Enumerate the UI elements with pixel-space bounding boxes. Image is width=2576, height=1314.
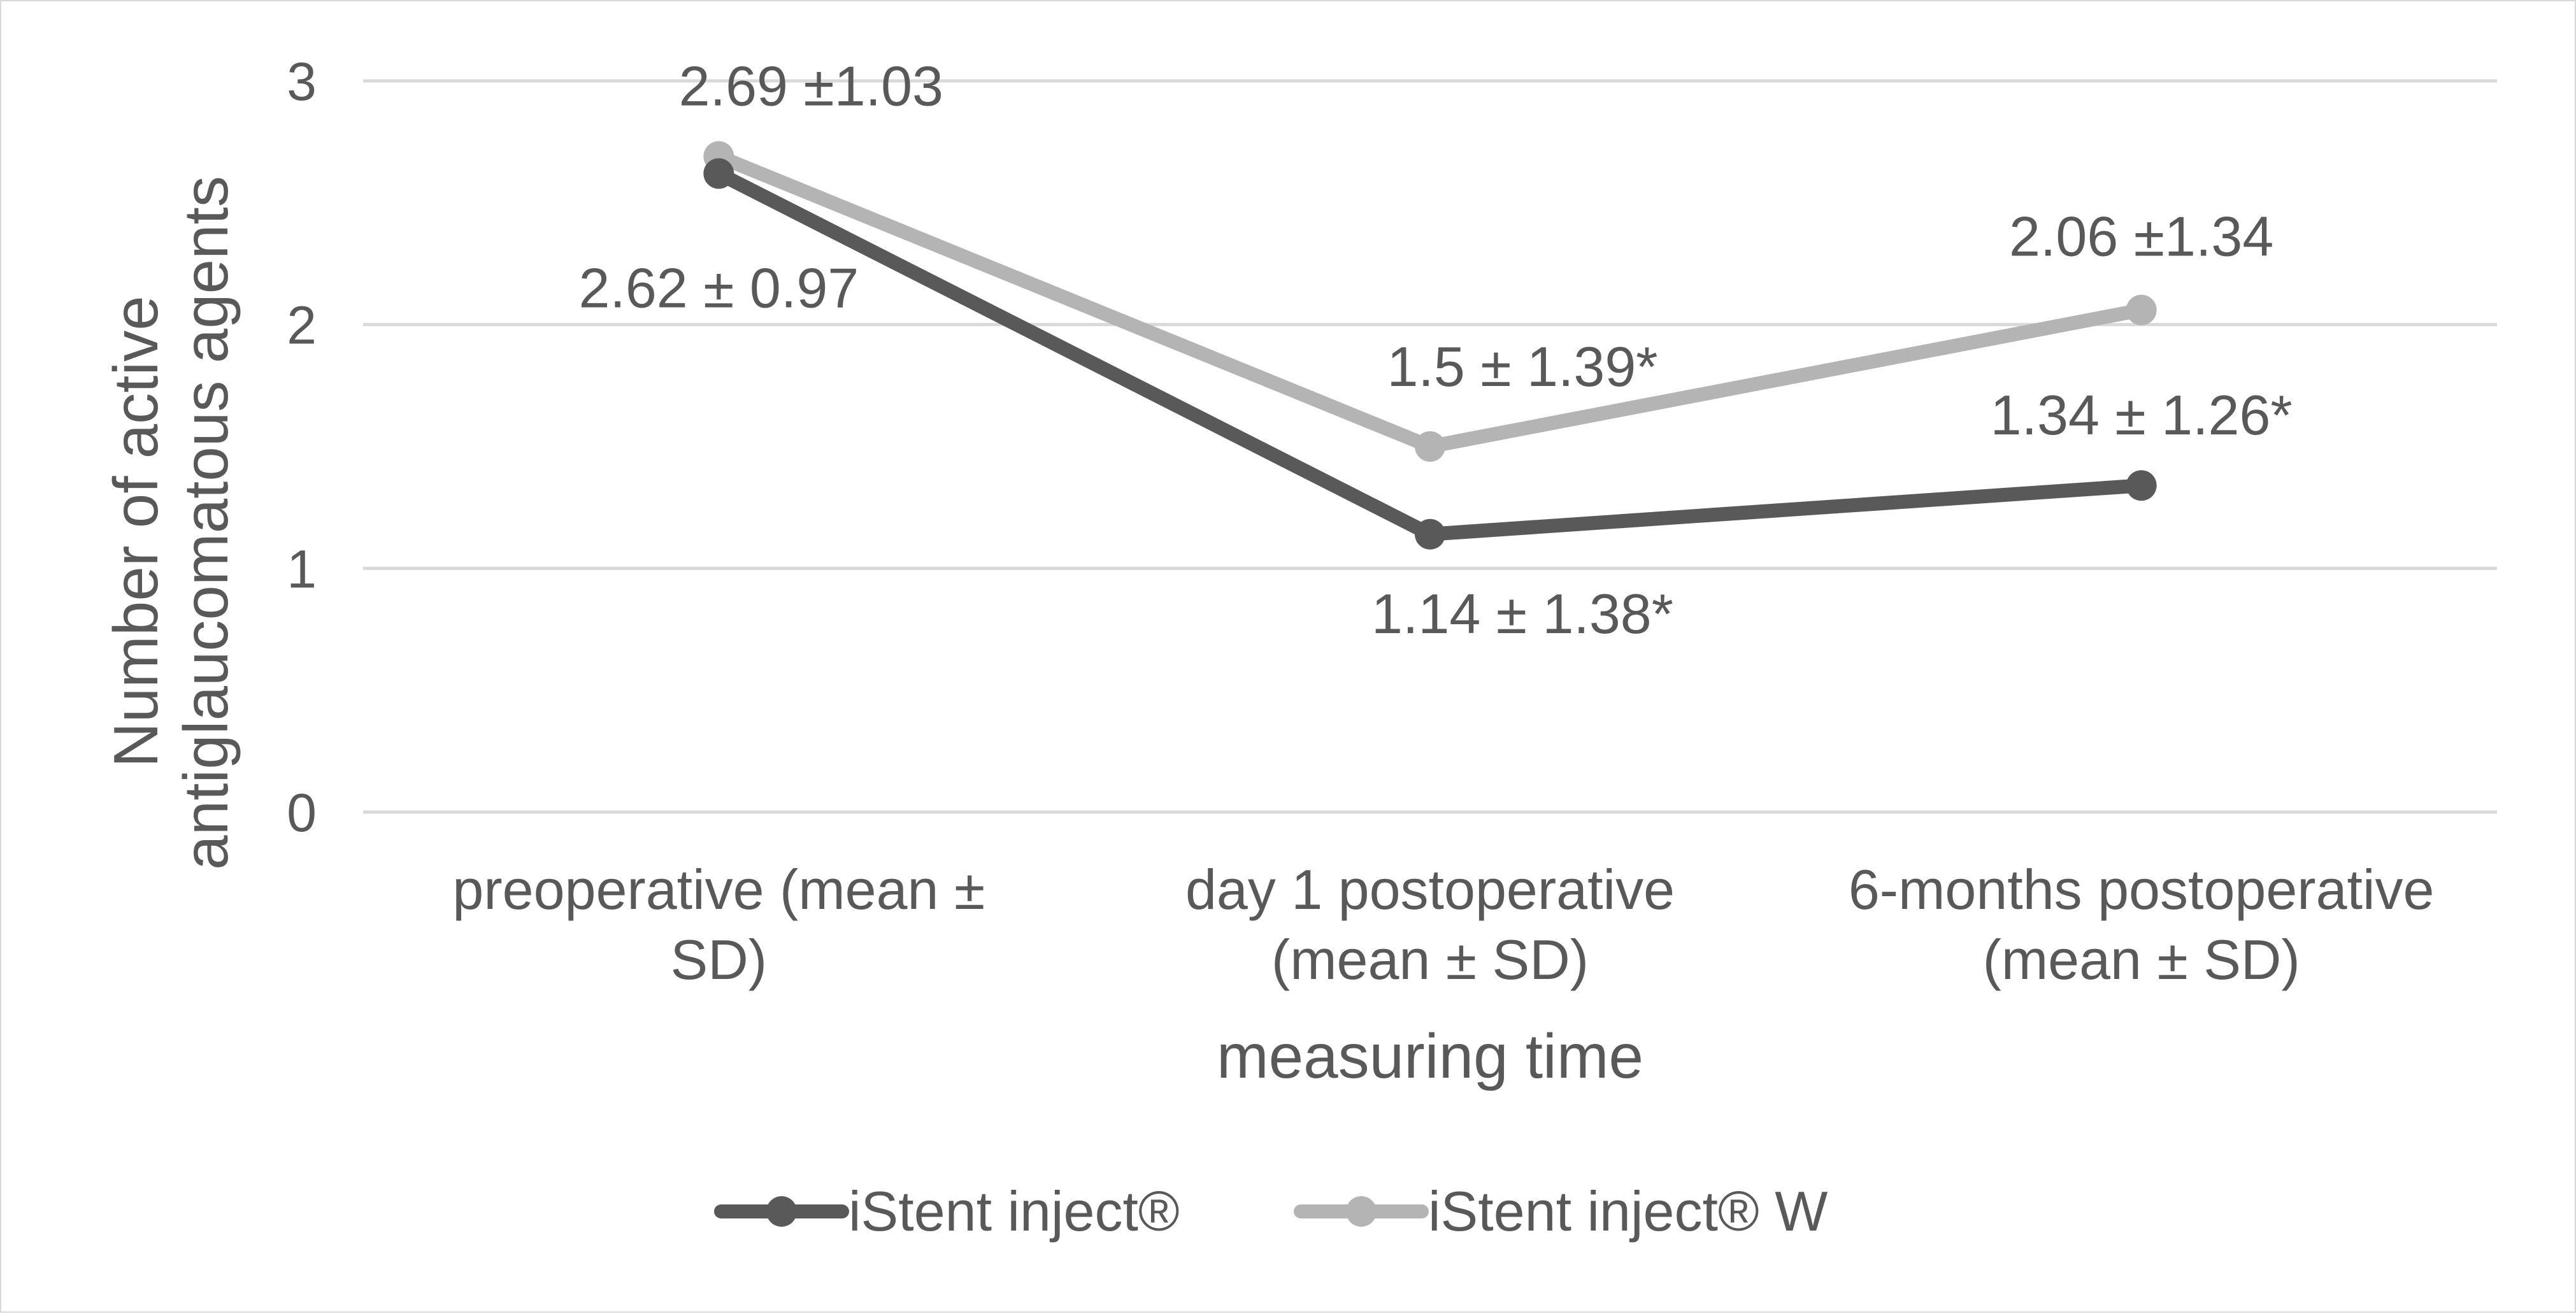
x-category-label-line: 6-months postoperative [1849, 858, 2435, 921]
gridlines [363, 79, 2497, 814]
data-label: 2.06 ±1.34 [2009, 205, 2273, 268]
y-tick-label-2: 2 [287, 296, 317, 355]
legend-swatch-marker [766, 1196, 797, 1227]
legend-label: iStent inject® W [1428, 1180, 1828, 1243]
legend-swatch-marker [1346, 1196, 1377, 1227]
x-category-label: 6-months postoperative (mean ± SD) [1849, 858, 2435, 991]
x-category-label-line: (mean ± SD) [1271, 928, 1589, 991]
data-labels: 2.62 ± 0.97 1.14 ± 1.38* 1.34 ± 1.26* 2.69 … [578, 55, 2292, 645]
data-label: 1.14 ± 1.38* [1371, 582, 1673, 645]
y-tick-label-1: 1 [287, 539, 317, 599]
y-tick-labels: 0 1 2 3 [287, 52, 317, 843]
x-category-label-line: day 1 postoperative [1185, 858, 1675, 921]
data-point-marker [2126, 294, 2157, 325]
data-label: 1.34 ± 1.26* [1991, 383, 2293, 446]
data-label: 2.69 ±1.03 [679, 55, 943, 118]
y-axis-title-line-1: Number of active [101, 296, 171, 768]
y-axis-title-line-2: antiglaucomatous agents [171, 176, 241, 870]
x-category-labels: preoperative (mean ± SD) day 1 postoperati… [452, 858, 2434, 991]
y-tick-label-3: 3 [287, 52, 317, 111]
y-tick-label-0: 0 [287, 783, 317, 843]
legend-label: iStent inject® [848, 1180, 1180, 1243]
x-category-label-line: preoperative (mean ± [452, 858, 985, 921]
x-category-label: day 1 postoperative (mean ± SD) [1185, 858, 1675, 991]
x-category-label-line: SD) [671, 928, 768, 991]
x-category-label: preoperative (mean ± SD) [452, 858, 985, 991]
data-label: 1.5 ± 1.39* [1387, 335, 1657, 398]
data-point-marker [1415, 518, 1445, 550]
data-label: 2.62 ± 0.97 [578, 256, 859, 319]
x-axis-title: measuring time [1217, 1021, 1643, 1091]
data-point-marker [703, 158, 734, 189]
x-category-label-line: (mean ± SD) [1983, 928, 2300, 991]
legend: iStent inject® iStent inject® W [714, 1180, 1828, 1243]
series-lines [703, 141, 2157, 550]
y-axis-title: Number of active antiglaucomatous agents [101, 176, 241, 870]
series-line-istent-inject-w [712, 149, 2149, 453]
data-point-marker [1415, 431, 1445, 462]
data-point-marker [2126, 470, 2157, 501]
axis-titles: measuring time Number of active antiglau… [101, 176, 1643, 1091]
